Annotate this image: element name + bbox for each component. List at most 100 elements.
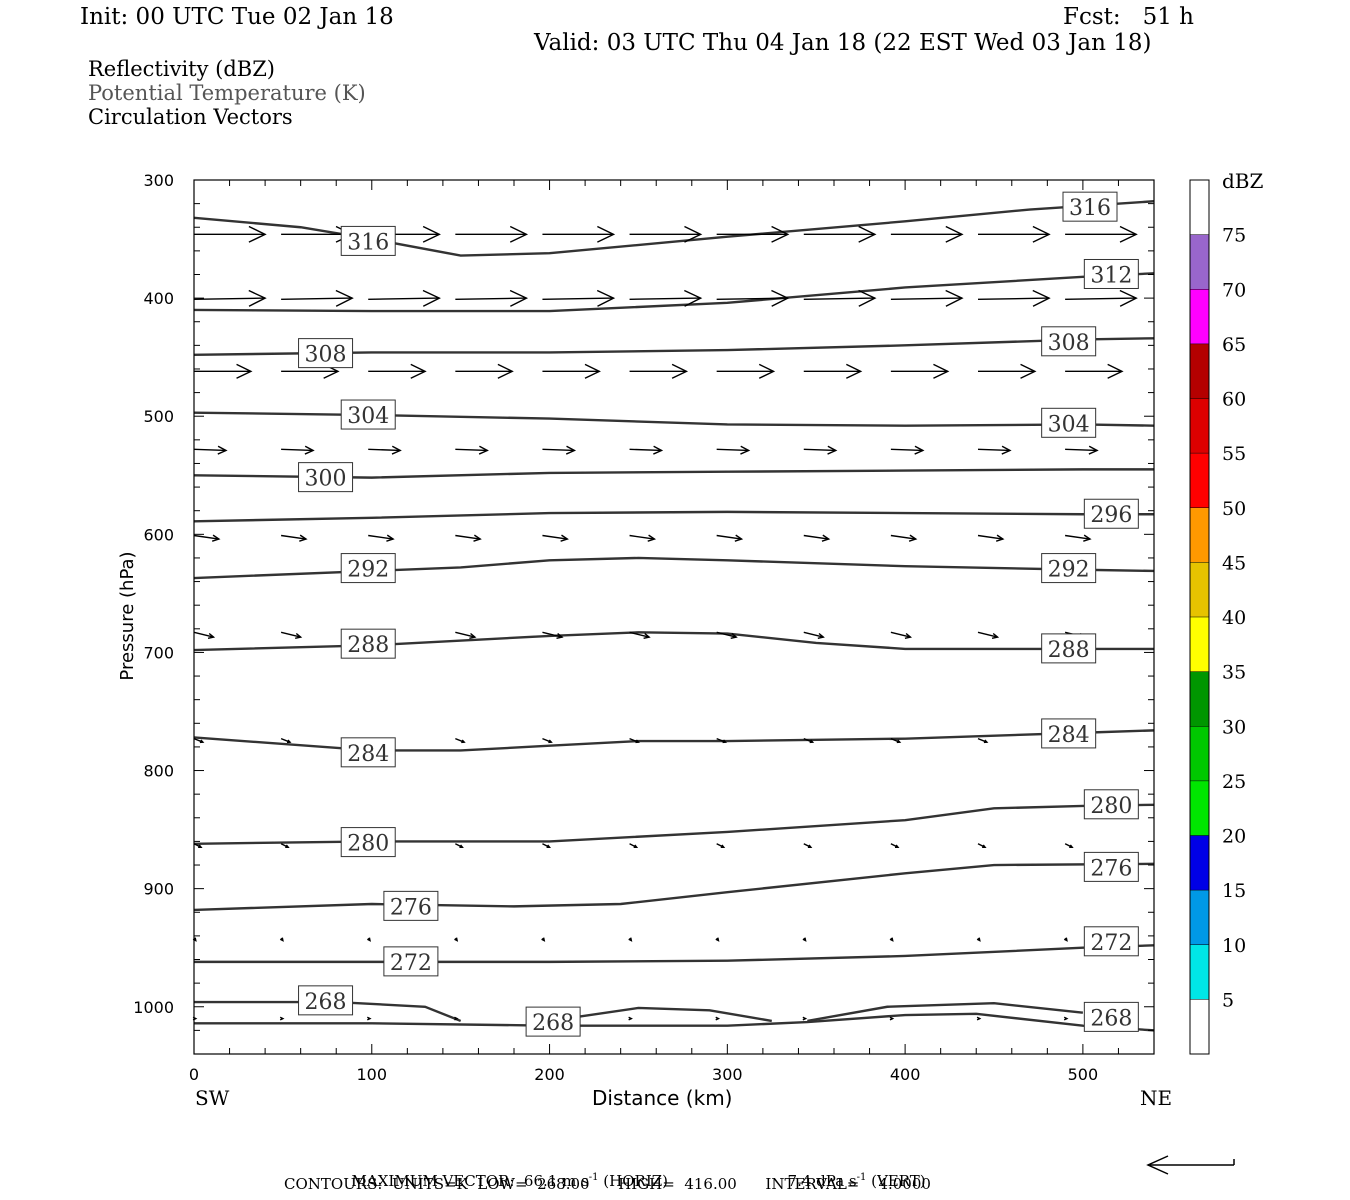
vector-arrow: [978, 363, 1037, 379]
vector-arrow: [368, 289, 441, 307]
vector-arrow: [455, 534, 482, 542]
vector-arrow: [802, 1016, 808, 1021]
vector-arrow: [803, 225, 877, 243]
x-tick-label: 100: [357, 1065, 388, 1084]
colorbar-segment: [1190, 835, 1209, 891]
isentrope-292-6: [193, 556, 1155, 580]
vector-arrow: [1064, 843, 1074, 849]
vector-arrow: [281, 445, 315, 455]
colorbar-label: 10: [1222, 935, 1246, 957]
vector-arrow: [1063, 1016, 1069, 1021]
x-tick-label: 400: [890, 1065, 921, 1084]
vector-arrow: [716, 843, 726, 849]
contour-label-276: 276: [390, 895, 432, 920]
vector-arrow: [803, 363, 863, 379]
reference-vector: [1146, 1155, 1235, 1175]
vector-arrow: [542, 631, 564, 639]
y-tick-label: 600: [143, 525, 174, 544]
contour-label-box-300: [298, 462, 354, 493]
vector-arrow: [977, 738, 989, 744]
colorbar-segment: [1190, 999, 1209, 1054]
vector-arrow: [890, 534, 918, 542]
field-reflectivity: Reflectivity (dBZ): [88, 57, 276, 81]
colorbar-label: 50: [1222, 498, 1246, 520]
contour-label-296: 296: [1090, 503, 1132, 528]
max-vector: MAXIMUM VECTOR: 66.1 m s-1 (HORIZ): [342, 1158, 668, 1189]
vector-arrow: [629, 289, 703, 307]
vector-arrow: [1065, 363, 1124, 379]
vector-arrow: [542, 738, 553, 744]
vector-arrow: [629, 225, 703, 243]
vector-arrow: [454, 937, 459, 942]
isentrope-268-15: [807, 1002, 1084, 1023]
vector-arrow: [715, 1016, 721, 1021]
colorbar-label: 75: [1222, 225, 1246, 247]
vector-arrow: [455, 445, 489, 455]
vector-arrow: [455, 363, 514, 379]
vector-arrow: [629, 631, 651, 639]
contour-label-304: 304: [1048, 412, 1090, 437]
contour-label-box-304: [1041, 407, 1097, 438]
colorbar-label: 15: [1222, 880, 1246, 902]
colorbar-segment: [1190, 398, 1209, 454]
contour-label-box-272: [383, 946, 439, 977]
vector-arrow: [455, 738, 466, 744]
vector-arrow: [890, 843, 900, 849]
vector-arrow: [802, 937, 807, 942]
axis-ticks: 0 100 200 300 400 500 300 400 500 600 700 800 900 100…: [133, 171, 1155, 1084]
x-axis-right-end: NE: [1140, 1086, 1173, 1110]
vector-arrow: [279, 1016, 285, 1021]
forecast-hour: Fcst: 51 h: [1063, 4, 1194, 30]
contour-label-316: 316: [1069, 196, 1111, 221]
vector-arrow: [281, 289, 354, 307]
y-tick-label: 700: [143, 643, 174, 662]
vector-arrow: [716, 289, 790, 307]
vector-arrow: [803, 843, 813, 849]
vector-arrow: [977, 445, 1012, 455]
y-tick-label: 1000: [133, 998, 174, 1017]
plot-border: [193, 179, 1155, 1055]
contour-label-box-272: [1083, 926, 1139, 957]
isentrope-280-9: [193, 803, 1155, 845]
colorbar-segment: [1190, 562, 1209, 617]
plot-frame: [193, 179, 1155, 1055]
colorbar-segment: [1190, 890, 1209, 945]
colorbar-segment: [1190, 617, 1209, 672]
circulation-vectors: [192, 225, 1138, 1021]
vector-arrow: [716, 225, 790, 243]
contour-label-box-268: [298, 985, 354, 1016]
contour-label-box-276: [383, 890, 439, 921]
vector-arrow: [280, 843, 290, 849]
vector-arrow: [280, 738, 292, 744]
vector-arrow: [279, 937, 284, 942]
contour-label-box-280: [340, 827, 396, 858]
dbz-colorbar: 5 10 15 20 25 30 35 40 45 50 55 60 65 70 75: [1189, 179, 1246, 1055]
vector-arrow: [193, 843, 203, 849]
vector-arrow: [890, 225, 964, 243]
colorbar-label: 70: [1222, 279, 1246, 301]
vector-arrow: [803, 289, 877, 307]
vector-arrow: [977, 289, 1051, 307]
contour-label-280: 280: [1090, 794, 1132, 819]
horiz-unit: (HORIZ): [598, 1172, 669, 1190]
vector-arrow: [368, 445, 402, 455]
colorbar-segment: [1190, 289, 1209, 344]
vector-arrow: [455, 225, 529, 243]
vector-arrow: [1063, 937, 1068, 942]
colorbar-label: 40: [1222, 607, 1246, 629]
vector-arrow: [977, 843, 987, 849]
contour-label-268: 268: [1090, 1006, 1132, 1031]
colorbar-segment: [1190, 671, 1209, 727]
contour-label-272: 272: [1090, 931, 1132, 956]
vector-arrow: [366, 1016, 372, 1021]
y-tick-label: 800: [143, 762, 174, 781]
contour-label-292: 292: [1048, 558, 1090, 583]
contour-labels: 316 316 312 308 308 304 304 300 296 292 292 288 288 2…: [298, 191, 1139, 1037]
vector-arrow: [542, 843, 551, 849]
colorbar-label: 25: [1222, 771, 1246, 793]
y-tick-label: 300: [143, 171, 174, 190]
vector-arrow: [716, 631, 738, 639]
vector-arrow: [193, 534, 221, 542]
vector-arrow: [454, 1016, 459, 1021]
